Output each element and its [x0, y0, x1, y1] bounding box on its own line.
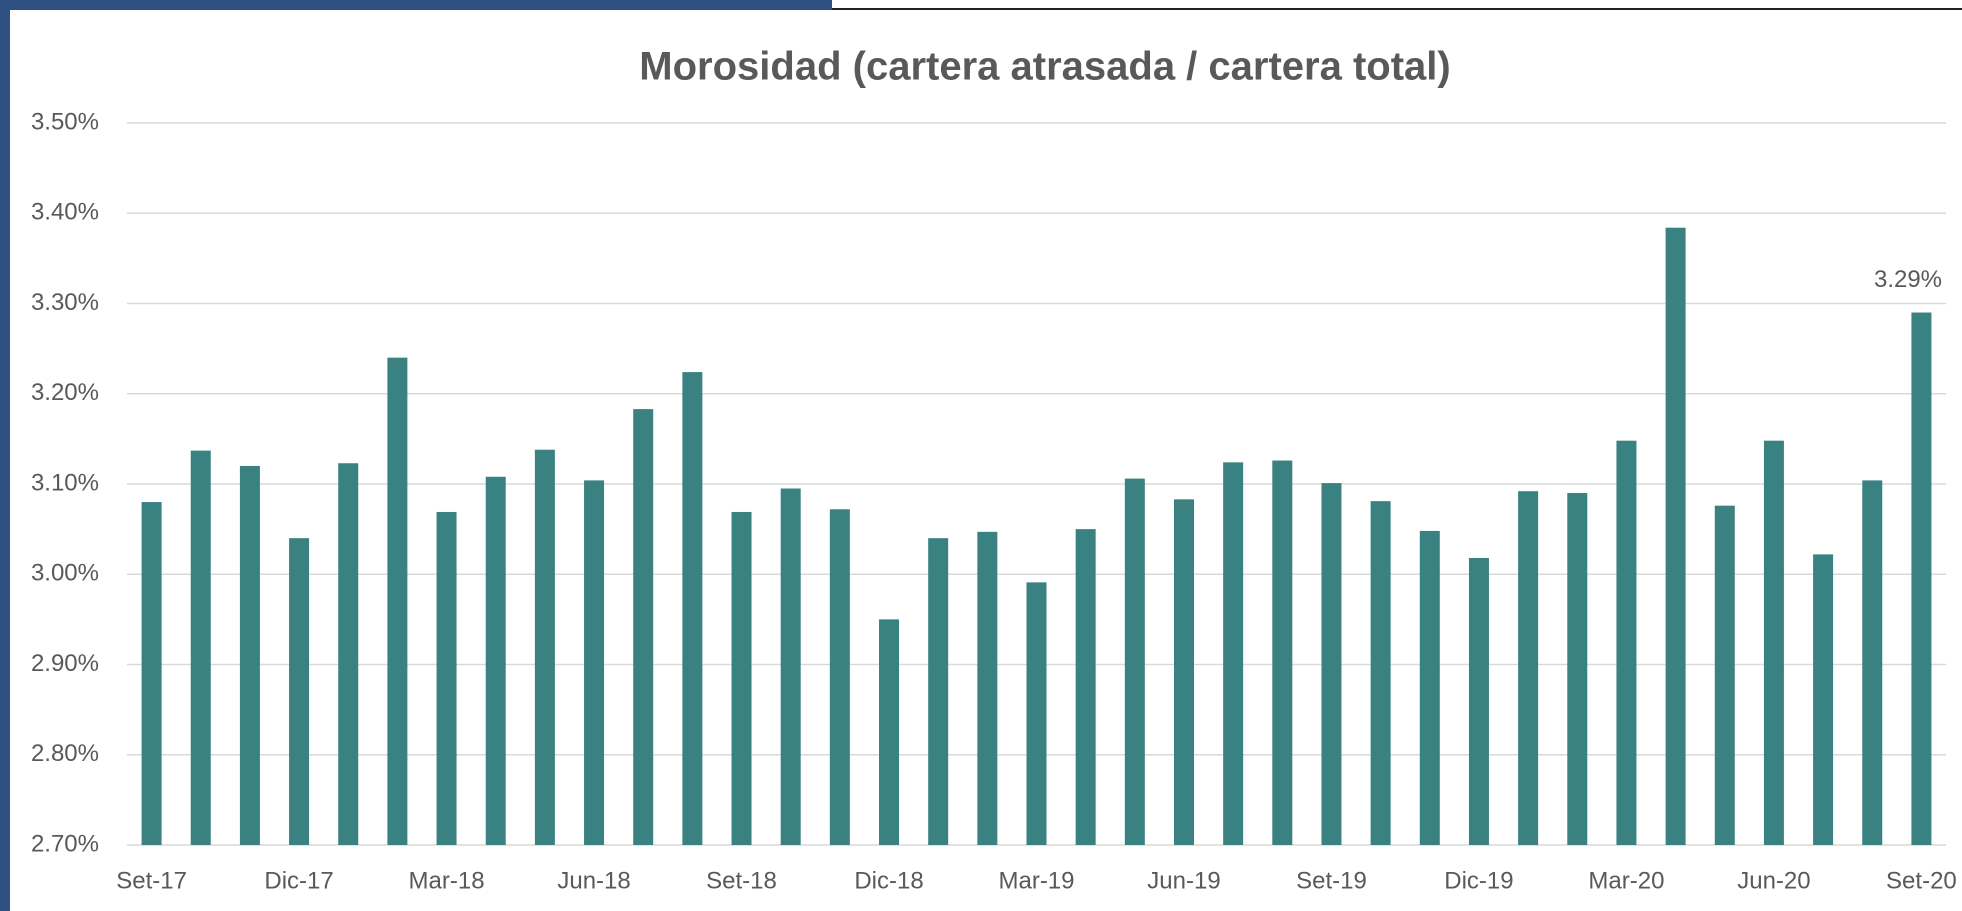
y-tick-label: 3.10% — [31, 469, 99, 496]
x-tick-label: Dic-18 — [854, 867, 923, 894]
bar — [1763, 440, 1784, 845]
bar — [1616, 440, 1637, 845]
bar — [1862, 480, 1883, 845]
bar — [977, 531, 998, 845]
frame-left — [0, 0, 10, 911]
x-tick-label: Set-19 — [1296, 867, 1367, 894]
bar — [1911, 312, 1932, 845]
data-label: 3.29% — [1874, 266, 1942, 293]
bar — [289, 538, 310, 845]
bar — [1468, 558, 1489, 845]
bar — [1370, 501, 1391, 845]
y-tick-label: 3.30% — [31, 289, 99, 316]
bar — [1173, 499, 1194, 845]
bar — [1321, 483, 1342, 845]
bar — [584, 480, 605, 845]
x-tick-label: Dic-17 — [264, 867, 333, 894]
bar — [436, 511, 457, 845]
x-tick-label: Jun-19 — [1147, 867, 1220, 894]
y-tick-label: 3.40% — [31, 199, 99, 226]
bar — [534, 449, 555, 845]
x-tick-label: Jun-20 — [1737, 867, 1810, 894]
x-tick-label: Set-17 — [116, 867, 187, 894]
bar — [1124, 478, 1145, 845]
y-tick-label: 3.20% — [31, 379, 99, 406]
bar — [1813, 554, 1834, 845]
bar — [731, 511, 752, 845]
bar — [1419, 530, 1440, 845]
bar — [682, 372, 703, 845]
x-tick-label: Mar-18 — [409, 867, 485, 894]
bar — [190, 450, 211, 845]
bar — [780, 488, 801, 845]
y-tick-label: 3.50% — [31, 108, 99, 135]
x-tick-label: Jun-18 — [557, 867, 630, 894]
x-tick-label: Mar-20 — [1588, 867, 1664, 894]
x-tick-label: Dic-19 — [1444, 867, 1513, 894]
x-tick-label: Set-18 — [706, 867, 777, 894]
chart-title: Morosidad (cartera atrasada / cartera to… — [639, 45, 1450, 89]
y-tick-label: 3.00% — [31, 560, 99, 587]
bar — [1223, 462, 1244, 845]
bar — [829, 509, 850, 845]
bar — [879, 619, 900, 845]
bar — [1665, 227, 1686, 845]
bar — [141, 502, 162, 845]
bar — [387, 357, 408, 845]
bar — [1714, 505, 1735, 845]
bar — [1026, 582, 1047, 845]
x-tick-label: Set-20 — [1886, 867, 1957, 894]
bar — [633, 409, 654, 845]
bar — [1567, 493, 1588, 845]
y-tick-label: 2.70% — [31, 830, 99, 857]
bar — [928, 538, 949, 845]
x-tick-label: Mar-19 — [998, 867, 1074, 894]
bar — [239, 465, 260, 845]
bar — [1075, 529, 1096, 845]
bar — [1518, 491, 1539, 845]
frame-top — [0, 0, 832, 10]
bar — [485, 476, 506, 845]
y-tick-label: 2.90% — [31, 650, 99, 677]
bar — [1272, 460, 1293, 845]
y-tick-label: 2.80% — [31, 740, 99, 767]
bar — [338, 463, 359, 845]
